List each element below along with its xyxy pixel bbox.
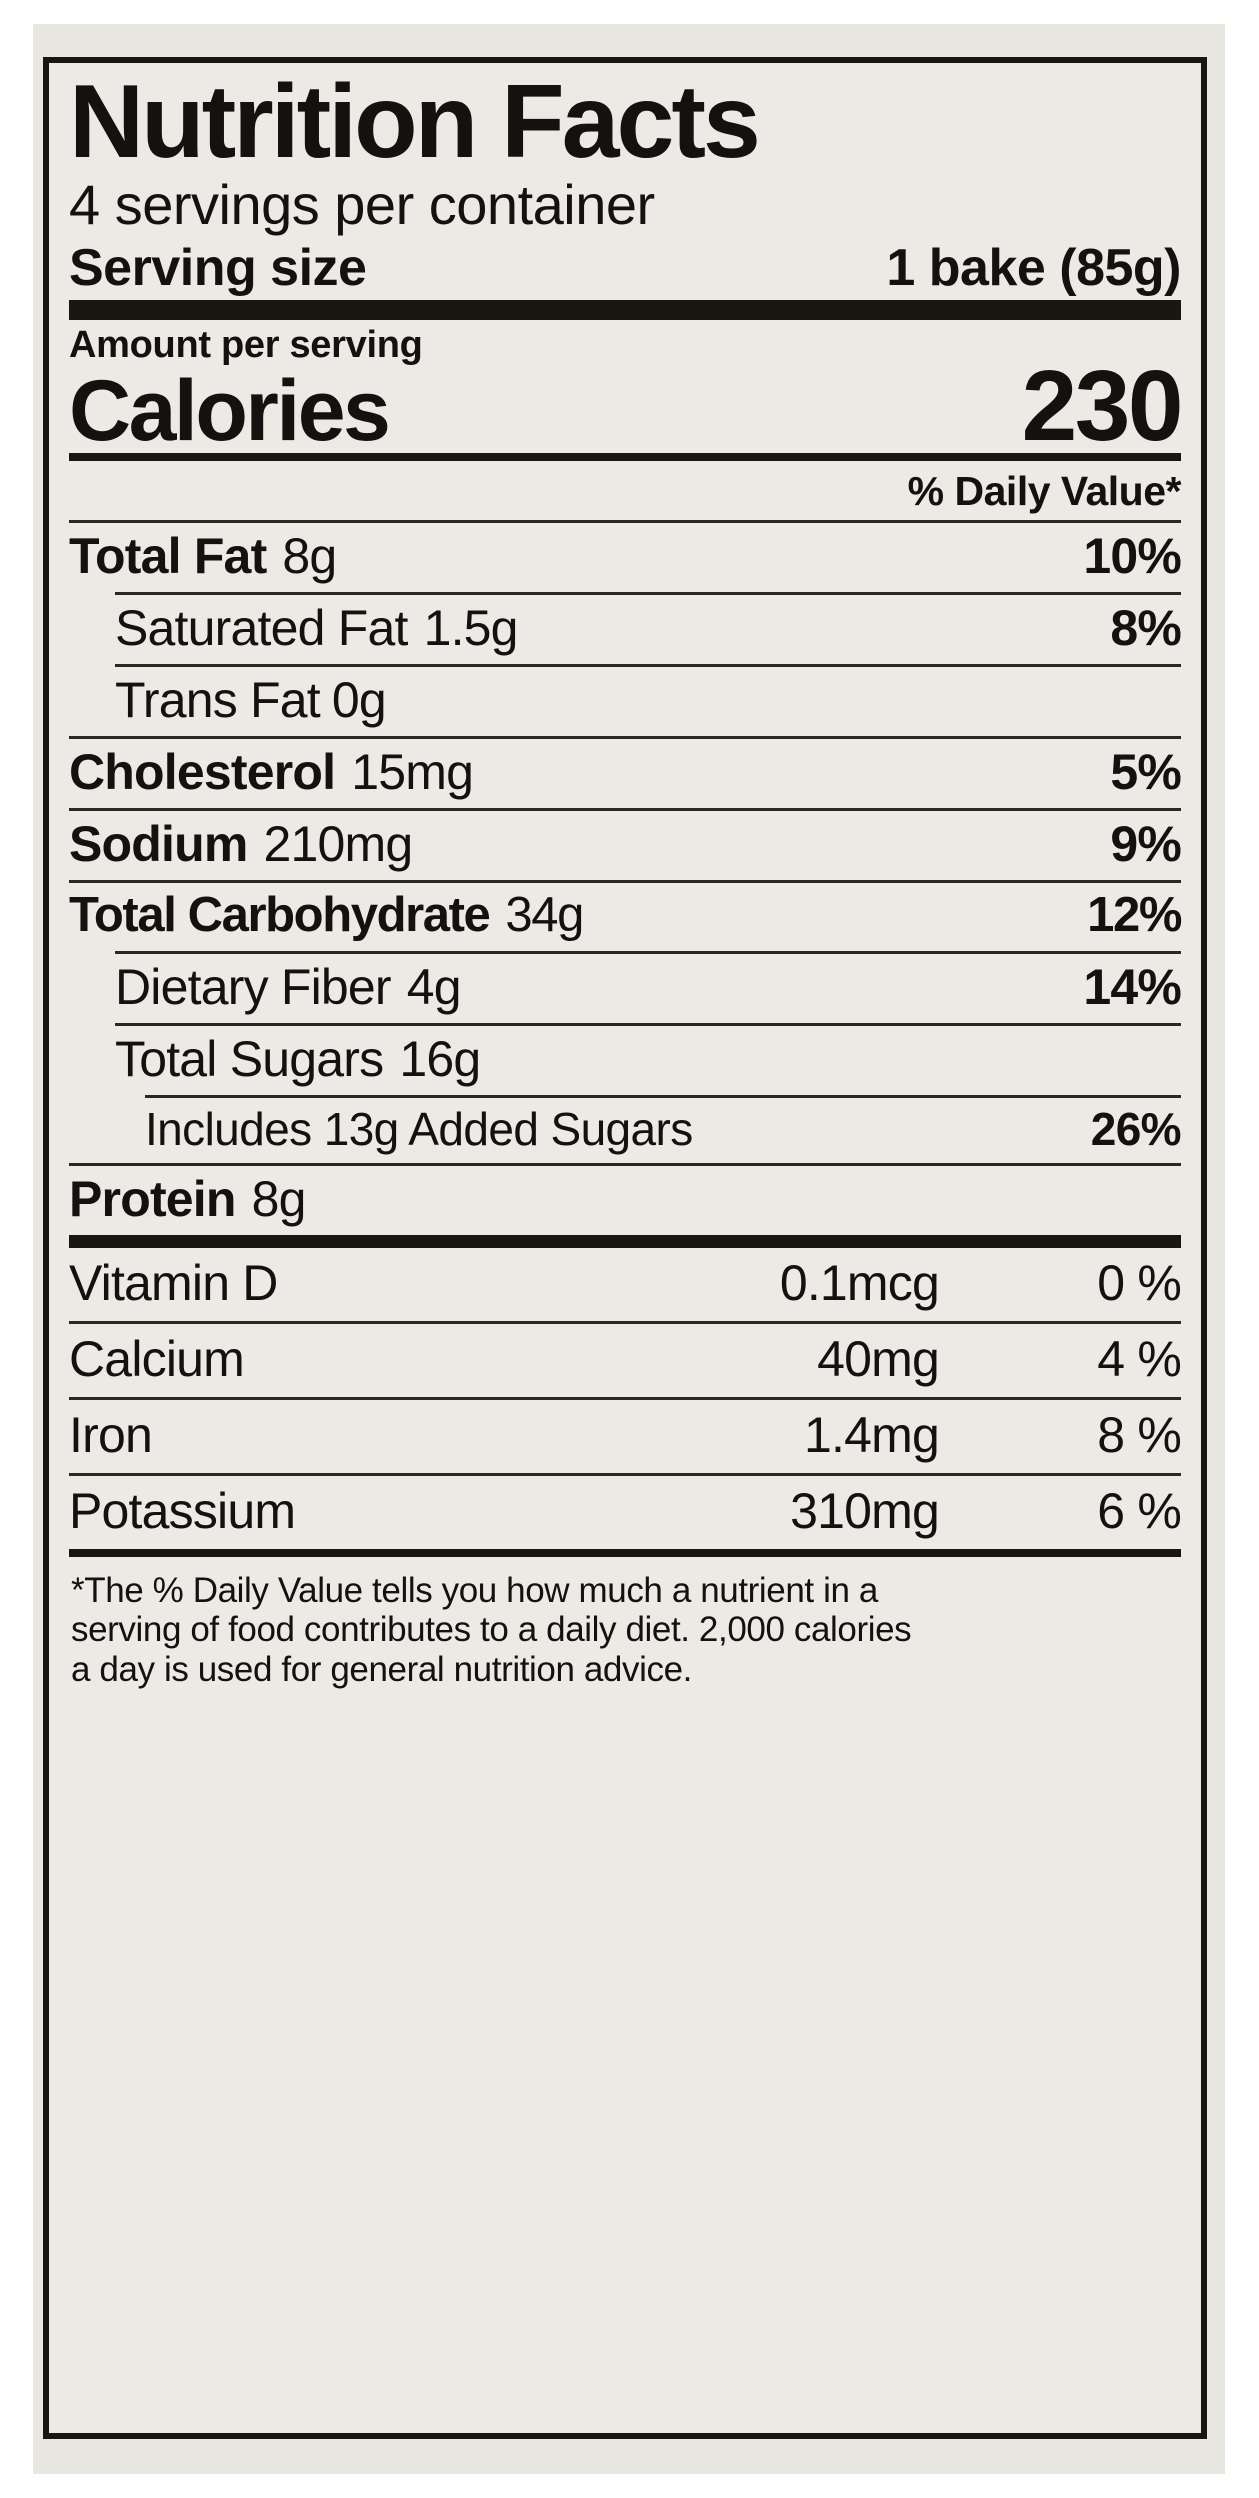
nutrient-percent: 8%: [1110, 599, 1181, 656]
nutrient-name: Cholesterol: [69, 743, 336, 800]
nutrient-amount: 1.5g: [423, 599, 519, 656]
nutrient-row-total-fat: Total Fat 8g 10%: [69, 523, 1182, 592]
divider-before-iron: [69, 1396, 1181, 1400]
nutrient-name: Total Sugars: [115, 1030, 384, 1087]
divider-thick-after-serving-size: [69, 300, 1181, 321]
micronutrient-row-vitamin-d: Vitamin D 0.1mcg 0 %: [69, 1248, 1182, 1321]
micronutrient-row-iron: Iron 1.4mg 8 %: [69, 1400, 1182, 1473]
nutrient-amount: 8g: [251, 1170, 307, 1227]
nutrient-percent: 10%: [1083, 527, 1181, 584]
nutrient-percent: 5%: [1110, 743, 1181, 800]
nutrient-name: Total Fat: [69, 527, 267, 584]
daily-value-footnote: *The % Daily Value tells you how much a …: [69, 1557, 1181, 1691]
nutrient-percent: 14%: [1083, 958, 1181, 1015]
nutrient-amount: 0g: [331, 671, 387, 728]
divider-before-potassium: [69, 1472, 1181, 1476]
nutrient-name: Saturated Fat: [115, 599, 408, 656]
nutrient-percent: 26%: [1090, 1102, 1182, 1155]
nutrient-amount: 15mg: [351, 743, 474, 800]
nutrient-row-cholesterol: Cholesterol 15mg 5%: [69, 739, 1182, 808]
nutrient-row-dietary-fiber: Dietary Fiber 4g 14%: [69, 954, 1182, 1023]
label-photo-plate: Nutrition Facts 4 servings per container…: [33, 24, 1225, 2474]
footnote-line-2: serving of food contributes to a daily d…: [71, 1610, 912, 1650]
nutrient-name: Trans Fat: [115, 671, 321, 728]
serving-size-row: Serving size 1 bake (85g): [69, 237, 1181, 300]
divider-before-protein: [69, 1162, 1181, 1166]
divider-before-calcium: [69, 1320, 1181, 1324]
micronutrient-percent: 8 %: [1097, 1406, 1182, 1463]
nutrient-amount: 16g: [399, 1030, 481, 1087]
divider-before-cholesterol: [69, 735, 1181, 739]
serving-size-label: Serving size: [69, 238, 367, 297]
micronutrient-name: Vitamin D: [69, 1254, 278, 1311]
calories-label: Calories: [69, 362, 391, 459]
micronutrient-amount: 40mg: [817, 1330, 940, 1387]
panel-title: Nutrition Facts: [69, 64, 761, 180]
divider-before-saturated-fat: [115, 591, 1181, 595]
nutrient-row-added-sugars: Includes 13g Added Sugars 26%: [69, 1098, 1182, 1163]
nutrient-row-total-sugars: Total Sugars 16g: [69, 1026, 1181, 1095]
nutrient-percent: 9%: [1110, 815, 1181, 872]
nutrient-amount: 210mg: [263, 815, 414, 872]
micronutrient-amount: 0.1mcg: [779, 1254, 940, 1311]
nutrient-name: Dietary Fiber: [115, 958, 392, 1015]
footnote-line-3: a day is used for general nutrition advi…: [71, 1650, 692, 1690]
divider-before-dietary-fiber: [115, 950, 1181, 954]
nutrient-row-trans-fat: Trans Fat 0g: [69, 667, 1181, 736]
divider-before-total-fat: [69, 519, 1181, 523]
calories-value: 230: [1021, 349, 1184, 462]
nutrient-percent: 12%: [1087, 887, 1182, 942]
micronutrient-name: Potassium: [69, 1482, 296, 1539]
micronutrient-percent: 6 %: [1097, 1482, 1182, 1539]
divider-heavy-before-micronutrients: [69, 1234, 1181, 1248]
servings-per-container: 4 servings per container: [69, 172, 655, 236]
nutrient-name: Protein: [69, 1170, 236, 1227]
serving-size-value: 1 bake (85g): [886, 238, 1181, 297]
micronutrient-row-calcium: Calcium 40mg 4 %: [69, 1324, 1182, 1397]
micronutrient-name: Iron: [69, 1406, 153, 1463]
nutrient-row-total-carbohydrate: Total Carbohydrate 34g 12%: [69, 883, 1182, 951]
divider-before-total-carbohydrate: [69, 879, 1181, 883]
nutrient-amount: 34g: [505, 887, 584, 942]
micronutrient-name: Calcium: [69, 1330, 245, 1387]
micronutrient-percent: 0 %: [1097, 1254, 1182, 1311]
nutrient-name: Sodium: [69, 815, 248, 872]
nutrient-amount: 8g: [282, 527, 337, 584]
nutrient-name: Total Carbohydrate: [69, 887, 491, 942]
calories-row: Calories 230: [69, 349, 1184, 462]
nutrition-facts-panel: Nutrition Facts 4 servings per container…: [43, 57, 1207, 2439]
nutrient-name: Includes 13g Added Sugars: [145, 1102, 693, 1155]
amount-per-serving-label: Amount per serving: [69, 324, 423, 367]
divider-before-trans-fat: [115, 663, 1181, 667]
nutrient-row-saturated-fat: Saturated Fat 1.5g 8%: [69, 595, 1182, 664]
divider-before-total-sugars: [115, 1022, 1181, 1026]
micronutrient-row-potassium: Potassium 310mg 6 %: [69, 1476, 1182, 1549]
footnote-line-1: *The % Daily Value tells you how much a …: [71, 1570, 878, 1610]
micronutrient-percent: 4 %: [1097, 1330, 1182, 1387]
nutrient-amount: 4g: [406, 958, 462, 1015]
divider-before-sodium: [69, 807, 1181, 811]
divider-before-added-sugars: [145, 1094, 1181, 1098]
daily-value-header: % Daily Value*: [907, 467, 1182, 514]
divider-before-footnote: [69, 1548, 1181, 1557]
micronutrient-amount: 310mg: [790, 1482, 940, 1539]
nutrient-row-sodium: Sodium 210mg 9%: [69, 811, 1182, 880]
divider-after-calories: [69, 452, 1181, 461]
micronutrient-amount: 1.4mg: [804, 1406, 940, 1463]
nutrient-row-protein: Protein 8g: [69, 1166, 1181, 1235]
